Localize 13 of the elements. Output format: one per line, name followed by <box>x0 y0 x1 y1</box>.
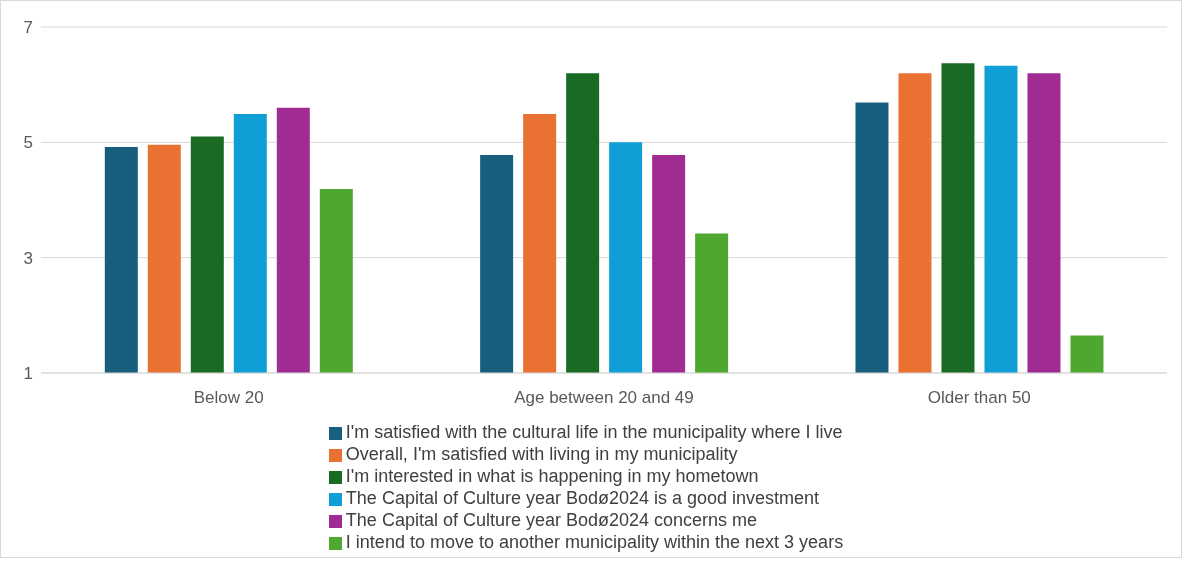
legend-label: The Capital of Culture year Bodø2024 is a good investment <box>345 488 820 508</box>
x-tick-label: Age between 20 and 49 <box>514 388 694 408</box>
y-tick-label: 7 <box>23 18 33 38</box>
x-tick-label: Below 20 <box>193 388 264 408</box>
legend-label: Overall, I'm satisfied with living in my municipality <box>345 444 738 464</box>
legend-label: I'm satisfied with the cultural life in the municipality where I live <box>345 422 843 442</box>
y-tick-label: 1 <box>23 364 33 384</box>
legend-label: I'm interested in what is happening in my hometown <box>345 466 759 486</box>
y-tick-label: 5 <box>23 133 33 153</box>
legend-label: The Capital of Culture year Bodø2024 concerns me <box>345 510 758 530</box>
x-tick-label: Older than 50 <box>927 388 1031 408</box>
y-tick-label: 3 <box>23 248 33 268</box>
legend-label: I intend to move to another municipality within the next 3 years <box>345 532 844 552</box>
